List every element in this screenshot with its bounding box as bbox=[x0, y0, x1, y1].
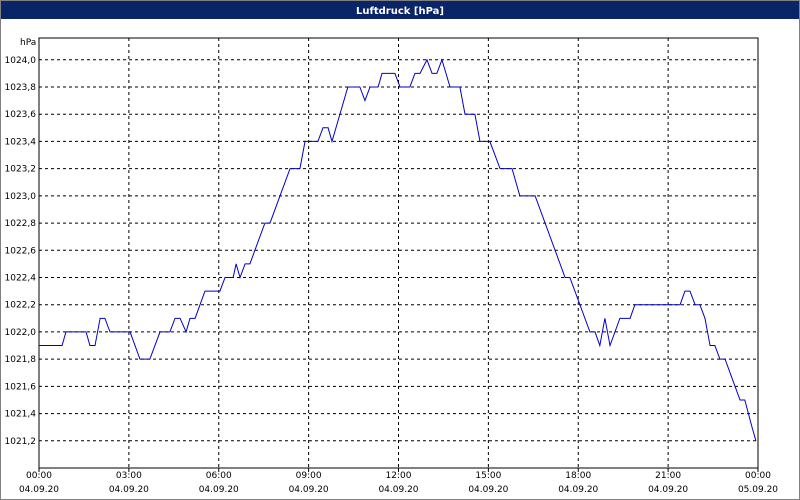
y-tick-label: 1022,2 bbox=[5, 301, 37, 311]
y-tick-label: 1022,8 bbox=[5, 219, 37, 229]
y-axis-label: hPa bbox=[20, 38, 36, 48]
y-tick-label: 1023,0 bbox=[5, 192, 37, 202]
x-tick-label: 21:00 04.09.20 bbox=[648, 471, 688, 495]
y-tick-label: 1023,6 bbox=[5, 110, 37, 120]
x-tick-label: 18:00 04.09.20 bbox=[558, 471, 598, 495]
y-tick-label: 1023,2 bbox=[5, 165, 37, 175]
x-tick-label: 03:00 04.09.20 bbox=[109, 471, 149, 495]
chart-title: Luftdruck [hPa] bbox=[356, 6, 444, 17]
y-tick-label: 1021,8 bbox=[5, 355, 37, 365]
y-tick-label: 1023,4 bbox=[5, 137, 37, 147]
title-bar bbox=[1, 1, 799, 19]
x-tick-label: 00:00 04.09.20 bbox=[19, 471, 59, 495]
y-tick-label: 1021,6 bbox=[5, 382, 37, 392]
y-tick-label: 1023,8 bbox=[5, 83, 37, 93]
y-tick-label: 1022,0 bbox=[5, 328, 37, 338]
y-tick-label: 1022,6 bbox=[5, 246, 37, 256]
x-tick-label: 06:00 04.09.20 bbox=[199, 471, 239, 495]
y-tick-label: 1024,0 bbox=[5, 56, 37, 66]
y-tick-label: 1022,4 bbox=[5, 273, 37, 283]
x-tick-label: 15:00 04.09.20 bbox=[468, 471, 508, 495]
x-tick-label: 09:00 04.09.20 bbox=[289, 471, 329, 495]
x-tick-label: 00:00 05.09.20 bbox=[738, 471, 778, 495]
y-tick-label: 1021,4 bbox=[5, 410, 37, 420]
line bbox=[39, 58, 757, 441]
x-tick-label: 12:00 04.09.20 bbox=[378, 471, 418, 495]
y-tick-label: 1021,2 bbox=[5, 437, 37, 447]
